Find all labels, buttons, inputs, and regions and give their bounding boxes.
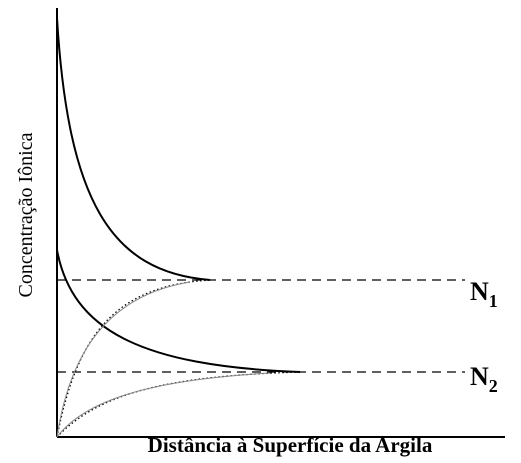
level-main: N xyxy=(470,277,489,306)
level-label-1: N1 xyxy=(470,277,498,311)
cation-curve-low xyxy=(56,249,301,373)
y-axis-label: Concentração Iônica xyxy=(15,132,37,297)
x-axis-label: Distância à Superfície da Argila xyxy=(148,433,433,457)
level-main: N xyxy=(470,362,489,391)
level-sub: 1 xyxy=(489,291,498,311)
aux-curve-low xyxy=(56,372,271,438)
level-label-2: N2 xyxy=(470,362,498,396)
anion-curve-low xyxy=(56,371,301,438)
level-sub: 2 xyxy=(489,376,498,396)
aux-curve-high xyxy=(56,281,191,438)
cation-curve-high xyxy=(56,17,211,281)
